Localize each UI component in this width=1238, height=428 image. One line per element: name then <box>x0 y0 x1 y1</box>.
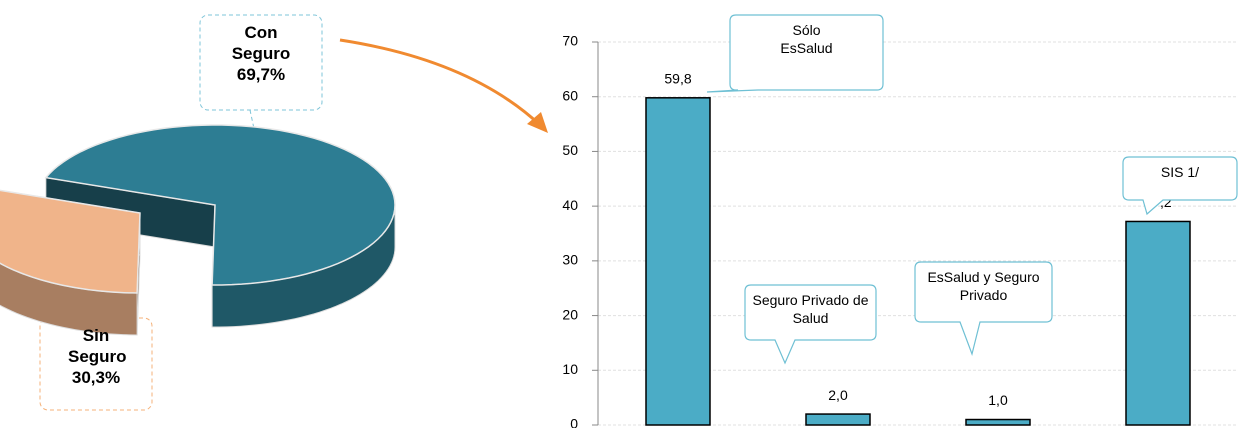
y-tick-label: 30 <box>562 252 578 268</box>
y-tick-label: 40 <box>562 197 578 213</box>
pie-label-box <box>199 14 323 111</box>
y-tick-label: 10 <box>562 361 578 377</box>
pie-value-label: 30,3% <box>71 368 121 387</box>
value-label: 1,0 <box>988 392 1008 408</box>
category-callout <box>706 14 884 93</box>
pie-label-box <box>39 317 153 411</box>
bar <box>965 418 1031 426</box>
pie-label: Con Seguro <box>231 23 291 63</box>
bar <box>805 413 871 426</box>
bar <box>645 97 711 426</box>
arrow <box>339 38 542 127</box>
pie-slice <box>0 189 141 294</box>
y-tick-label: 50 <box>562 142 578 158</box>
y-tick-label: 20 <box>562 306 578 322</box>
y-tick-label: 60 <box>562 87 578 103</box>
category-callout <box>914 261 1053 357</box>
pie-label: Sin Seguro <box>68 326 127 366</box>
pie-value-label: 69,7% <box>236 65 286 84</box>
y-tick-label: 70 <box>562 33 578 49</box>
category-label: Seguro Privado de Salud <box>752 292 869 326</box>
category-label: Sólo EsSalud <box>780 22 833 56</box>
value-label: 59,8 <box>664 71 691 87</box>
category-label: EsSalud y Seguro Privado <box>927 269 1040 303</box>
y-tick-label: 0 <box>570 416 578 428</box>
bar <box>1125 220 1191 426</box>
pie-slice <box>44 124 396 286</box>
arrow-head <box>527 112 548 133</box>
category-label: SIS 1/ <box>1160 164 1200 180</box>
category-callout <box>744 284 877 365</box>
value-label: 2,0 <box>828 387 848 403</box>
category-callout <box>1122 156 1238 216</box>
